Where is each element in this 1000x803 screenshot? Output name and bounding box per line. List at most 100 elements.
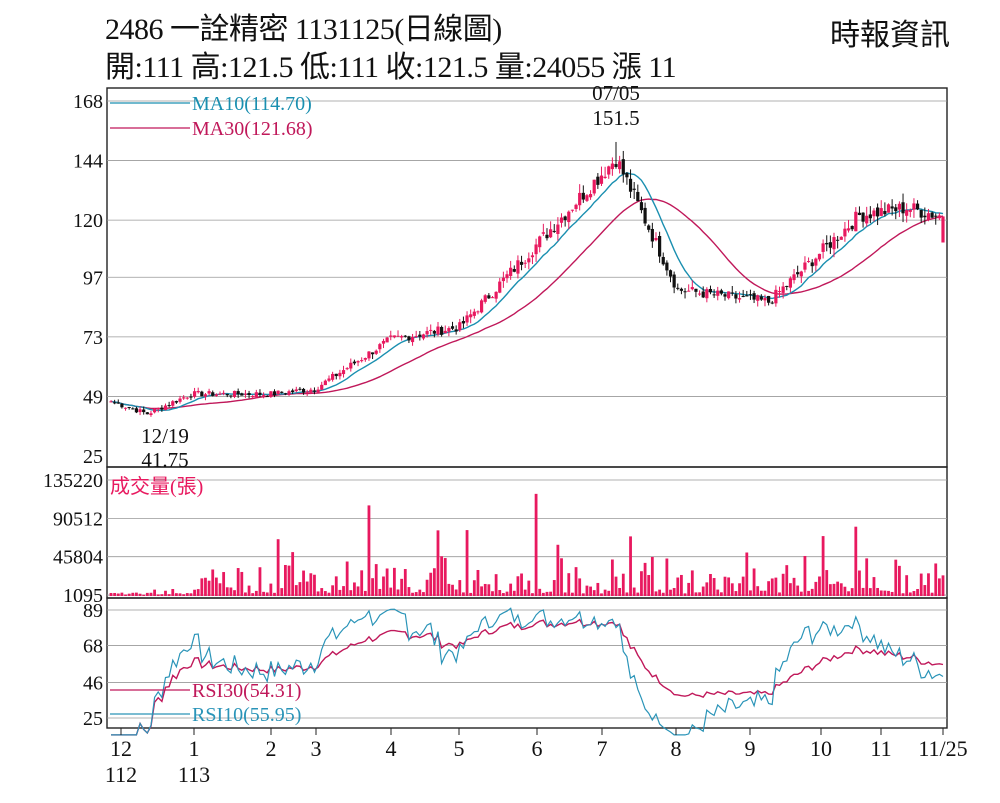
volume-bar <box>349 590 353 596</box>
volume-bar <box>832 583 836 596</box>
volume-bar <box>756 586 760 596</box>
candle-body <box>727 291 731 299</box>
candle-body <box>752 293 756 300</box>
candle-body <box>883 210 887 215</box>
volume-bar <box>705 582 709 596</box>
candle-body <box>287 391 291 395</box>
volume-bar <box>912 591 916 596</box>
volume-bar <box>487 584 491 596</box>
volume-bar <box>156 594 160 596</box>
candle-body <box>828 242 832 248</box>
candle-body <box>592 179 596 194</box>
candle-body <box>607 166 611 175</box>
volume-bar <box>167 594 171 596</box>
candle-body <box>654 237 658 241</box>
volume-bar <box>690 570 694 596</box>
volume-bar <box>174 593 178 596</box>
candle-body <box>378 344 382 350</box>
candle-body <box>283 393 287 395</box>
volume-bar <box>727 577 731 596</box>
candle-body <box>320 384 324 390</box>
candle-body <box>454 329 458 332</box>
candle-body <box>857 212 862 215</box>
candle-body <box>196 391 200 393</box>
volume-bar <box>244 592 247 596</box>
rsi10-line <box>111 607 944 736</box>
volume-bar <box>385 568 389 596</box>
candle-body <box>156 407 160 410</box>
volume-bar <box>600 593 603 596</box>
volume-bar <box>262 591 265 596</box>
volume-bar <box>153 589 156 596</box>
ohlc-stats: 開:111 高:121.5 低:111 收:121.5 量:24055 漲 11 <box>105 51 677 84</box>
volume-bar <box>371 578 374 596</box>
moving-average-lines <box>110 171 944 412</box>
candle-body <box>723 294 727 297</box>
volume-bar <box>723 576 727 596</box>
candle-body <box>479 300 484 313</box>
volume-bar <box>818 576 821 596</box>
candle-body <box>254 392 258 398</box>
volume-bar <box>767 581 771 596</box>
volume-bar <box>465 530 469 596</box>
candle-body <box>370 352 375 355</box>
candle-body <box>316 389 320 393</box>
candle-body <box>341 370 346 375</box>
candle-body <box>298 388 302 390</box>
candle-body <box>458 322 462 331</box>
candle-body <box>628 178 633 192</box>
data-source-label: 時報資訊 <box>830 19 950 52</box>
candle-body <box>777 291 782 293</box>
x-tick-year: 113 <box>178 762 210 787</box>
volume-bar <box>930 592 934 596</box>
low-date-annotation: 12/19 <box>141 424 189 448</box>
volume-bar <box>923 585 927 596</box>
volume-bar <box>698 592 701 596</box>
x-tick-month: 6 <box>532 736 543 761</box>
candle-body <box>251 396 255 398</box>
x-tick-month: 8 <box>671 736 682 761</box>
volume-bar <box>738 583 741 596</box>
candle-body <box>232 390 237 397</box>
candle-body <box>461 321 466 324</box>
candle-body <box>774 289 778 304</box>
candle-body <box>541 232 545 234</box>
x-tick-month: 11 <box>870 736 891 761</box>
candle-body <box>697 293 702 295</box>
x-tick-month: 12 <box>110 736 132 761</box>
candle-body <box>483 295 487 302</box>
volume-bar <box>392 567 396 596</box>
candle-body <box>127 407 131 409</box>
candle-body <box>556 224 560 234</box>
volume-bar <box>287 565 291 596</box>
volume-y-tick: 135220 <box>43 470 103 492</box>
volume-bar <box>636 592 640 596</box>
candle-body <box>676 287 680 289</box>
volume-bar <box>763 590 767 596</box>
ma10-line <box>110 171 944 412</box>
volume-bar <box>839 583 843 596</box>
y-tick-labels: 1681441209773492513522090512458041095896… <box>43 91 103 730</box>
volume-bar <box>643 562 647 596</box>
volume-bar <box>898 565 901 596</box>
volume-bar <box>120 592 124 596</box>
candle-body <box>832 237 836 250</box>
volume-bar <box>483 583 487 596</box>
volume-bar <box>447 583 451 596</box>
volume-bar <box>919 573 923 596</box>
candle-body <box>730 292 734 294</box>
candle-body <box>418 334 422 337</box>
candle-body <box>432 330 436 334</box>
volume-bar <box>618 587 622 596</box>
volume-bar <box>273 592 276 596</box>
candle-body <box>494 291 498 299</box>
volume-bar <box>509 583 513 596</box>
candle-body <box>890 206 894 209</box>
candle-body <box>926 213 931 220</box>
candle-body <box>879 208 883 216</box>
volume-bar <box>854 526 858 596</box>
candle-body <box>236 391 240 395</box>
candle-body <box>116 402 120 404</box>
candle-body <box>741 296 745 298</box>
volume-bar <box>850 588 854 596</box>
